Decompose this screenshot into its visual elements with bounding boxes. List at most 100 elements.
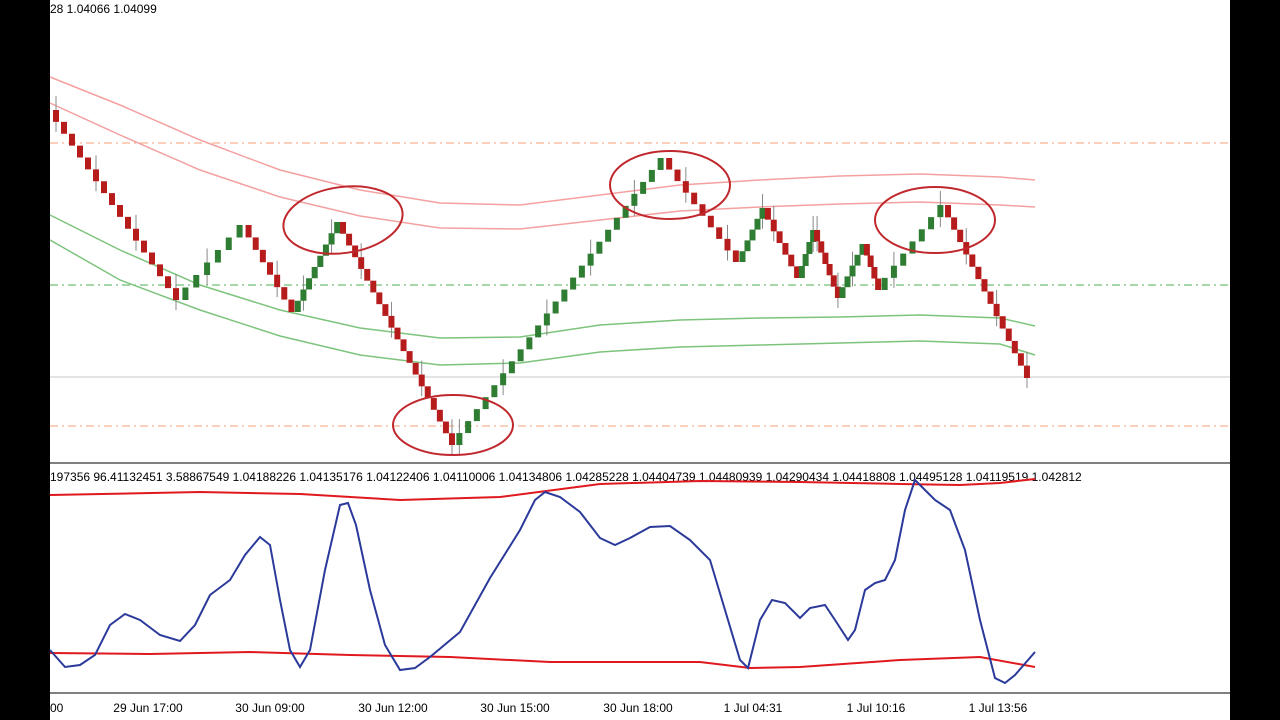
brick (133, 228, 139, 241)
brick (473, 409, 480, 422)
brick (975, 266, 982, 280)
brick (456, 433, 463, 445)
brick (430, 398, 437, 410)
brick (798, 266, 805, 278)
brick (543, 313, 550, 326)
brick (245, 225, 252, 238)
brick (716, 227, 723, 239)
brick (182, 287, 189, 300)
brick (657, 158, 664, 170)
brick (794, 266, 801, 278)
upper-band-inner (49, 102, 1036, 230)
brick (157, 264, 163, 277)
brick (214, 250, 221, 263)
brick (759, 208, 766, 219)
brick (900, 253, 907, 266)
brick (682, 181, 689, 193)
brick (322, 244, 329, 256)
indicator-values: 197356 96.41132451 3.58867549 1.04188226… (50, 470, 1082, 484)
brick (881, 277, 888, 290)
brick (839, 287, 846, 298)
brick (867, 255, 874, 267)
brick (859, 244, 866, 255)
brick (491, 385, 498, 398)
brick (93, 169, 99, 182)
brick (724, 238, 731, 251)
candles (53, 96, 1030, 455)
brick (909, 241, 916, 254)
brick (969, 254, 976, 267)
annotation-circle (282, 185, 404, 255)
brick (526, 337, 533, 350)
upper-band (49, 76, 1036, 206)
brick (1011, 340, 1018, 354)
brick (317, 255, 324, 267)
brick (267, 262, 273, 275)
indicator-line (49, 478, 1036, 685)
time-label: 1 Jul 13:56 (969, 701, 1028, 715)
brick (863, 244, 870, 256)
brick (358, 257, 365, 269)
brick (622, 205, 629, 218)
brick (508, 361, 515, 374)
brick (707, 215, 714, 228)
brick (802, 254, 809, 266)
brick (1005, 328, 1012, 341)
indicator-lower (49, 650, 1036, 670)
brick (764, 208, 771, 220)
brick (806, 242, 813, 254)
brick (225, 237, 232, 250)
brick (782, 243, 789, 255)
brick (951, 217, 958, 230)
brick (640, 181, 647, 194)
right-frame (1230, 0, 1280, 720)
brick (465, 421, 472, 434)
brick (749, 229, 756, 241)
brick (822, 252, 829, 264)
brick (770, 219, 777, 232)
brick (578, 265, 585, 278)
brick (85, 157, 91, 170)
annotation-circle (874, 186, 996, 254)
brick (788, 254, 795, 267)
brick (849, 265, 856, 277)
annotation-circle (392, 394, 514, 456)
brick (699, 204, 706, 216)
brick (388, 315, 395, 328)
brick (382, 304, 389, 316)
brick (141, 240, 147, 253)
brick (814, 230, 821, 242)
time-label: 29 Jun 17:00 (113, 701, 183, 715)
brick (259, 249, 266, 263)
brick (928, 217, 935, 230)
brick (53, 110, 59, 122)
brick (552, 301, 559, 314)
brick (77, 145, 83, 158)
brick (406, 351, 413, 363)
brick (613, 217, 620, 230)
lower-band (49, 239, 1036, 366)
brick (204, 262, 211, 275)
brick (570, 277, 577, 290)
time-label: 30 Jun 09:00 (235, 701, 305, 715)
indicator-upper (49, 478, 1036, 502)
brick (193, 275, 200, 288)
brick (117, 205, 123, 217)
brick (236, 225, 243, 238)
brick (854, 254, 861, 266)
brick (674, 169, 681, 182)
brick (400, 339, 407, 352)
brick (890, 265, 897, 278)
brick (834, 286, 841, 298)
brick (739, 251, 746, 262)
brick (826, 264, 833, 276)
brick (125, 216, 131, 229)
brick (987, 291, 994, 304)
brick (535, 325, 542, 338)
brick (288, 299, 295, 312)
brick (412, 362, 419, 375)
brick (364, 268, 371, 281)
brick (424, 386, 431, 399)
brick (605, 229, 612, 242)
brick (818, 241, 825, 253)
